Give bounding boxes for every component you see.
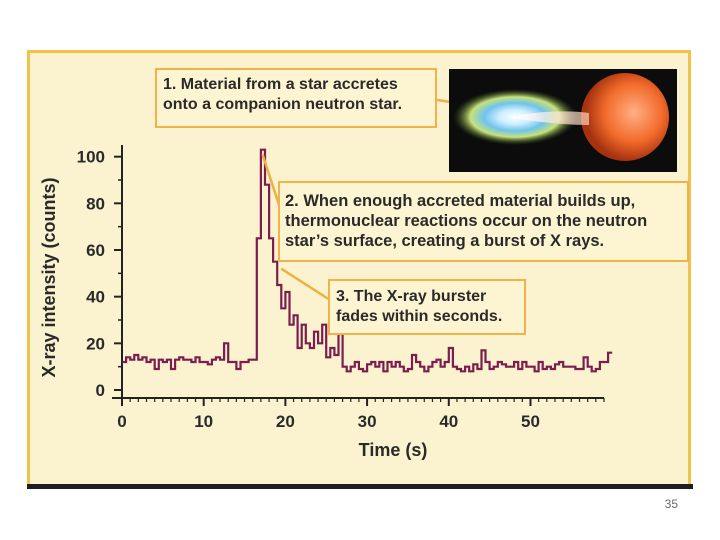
callout-3-text: The X-ray burster fades within seconds. [336, 288, 503, 325]
callout-thermonuclear: 2. When enough accreted material builds … [278, 181, 689, 262]
accretion-disk-and-companion-star-icon [449, 69, 677, 172]
x-tick-label: 0 [117, 412, 126, 431]
y-tick-label: 40 [86, 288, 105, 307]
x-tick-label: 10 [194, 412, 213, 431]
y-tick-label: 100 [77, 148, 105, 167]
callout-3-number: 3. [336, 288, 350, 305]
series-line-x-ray-intensity [122, 148, 613, 373]
x-tick-label: 30 [358, 412, 377, 431]
x-tick-label: 40 [439, 412, 458, 431]
callout-2-leader [261, 153, 282, 209]
callout-3-leader [280, 267, 331, 302]
y-tick-label: 20 [86, 334, 105, 353]
y-tick-label: 0 [96, 381, 105, 400]
x-tick-label: 20 [276, 412, 295, 431]
y-axis-label: X-ray intensity (counts) [39, 177, 59, 377]
slide-footer-rule [27, 484, 693, 489]
callout-1-text: Material from a star accretes onto a com… [163, 76, 403, 113]
callout-accretion: 1. Material from a star accretes onto a … [155, 68, 437, 128]
y-tick-label: 80 [86, 194, 105, 213]
x-axis-label: Time (s) [359, 440, 428, 460]
callout-2-number: 2. [285, 192, 299, 210]
slide-number: 35 [664, 497, 678, 511]
callout-fades: 3. The X-ray burster fades within second… [328, 279, 526, 335]
x-tick-label: 50 [521, 412, 540, 431]
callout-1-number: 1. [163, 76, 177, 93]
y-tick-label: 60 [86, 241, 105, 260]
callout-2-text: When enough accreted material builds up,… [285, 192, 648, 250]
